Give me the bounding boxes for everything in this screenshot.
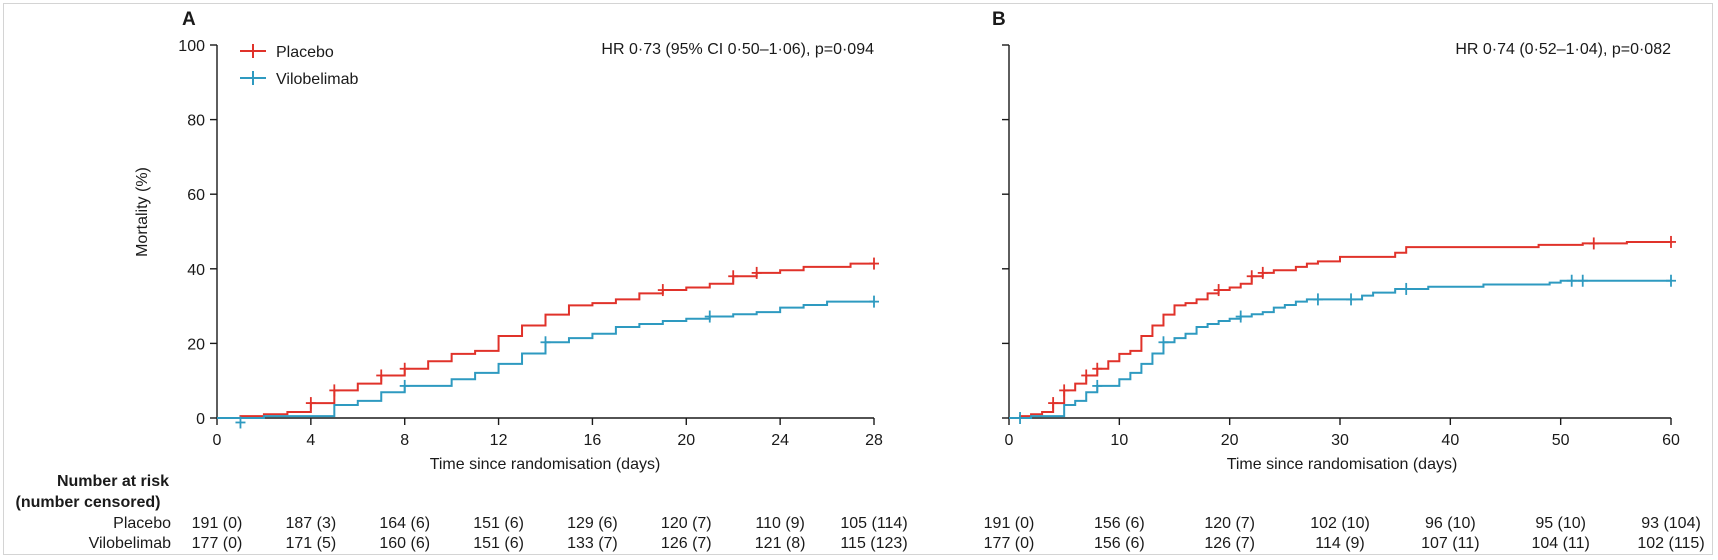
panel-b-x-tick-label: 0 (1005, 432, 1014, 449)
panel-a-letter: A (182, 9, 196, 30)
panel-a-x-tick-label: 8 (400, 432, 409, 449)
panel-b-risk-cell-vilobelimab: 114 (9) (1315, 535, 1365, 552)
panel-b-risk-cell-vilobelimab: 107 (11) (1421, 535, 1479, 552)
panel-b-x-axis-title: Time since randomisation (days) (1227, 456, 1458, 473)
panel-b-risk-cell-placebo: 102 (10) (1310, 515, 1370, 532)
panel-a-y-tick-label: 40 (187, 262, 205, 279)
panel-b-risk-cell-placebo: 120 (7) (1204, 515, 1255, 532)
legend-placebo-label: Placebo (276, 44, 334, 61)
panel-a-x-tick-label: 24 (771, 432, 789, 449)
panel-a-y-tick-label: 0 (196, 411, 205, 428)
panel-b-risk-cell-vilobelimab: 126 (7) (1204, 535, 1255, 552)
panel-b-risk-cell-vilobelimab: 156 (6) (1094, 535, 1145, 552)
panel-b-hazard-ratio: HR 0·74 (0·52–1·04), p=0·082 (1455, 41, 1671, 58)
panel-b-risk-cell-placebo: 93 (104) (1641, 515, 1701, 532)
panel-a-x-tick-label: 16 (584, 432, 602, 449)
panel-b-x-tick-label: 50 (1552, 432, 1570, 449)
panel-a-risk-cell-placebo: 191 (0) (192, 515, 243, 532)
panel-a-y-tick-label: 80 (187, 113, 205, 130)
panel-a-risk-cell-vilobelimab: 121 (8) (755, 535, 806, 552)
panel-a-plot: 0 20 40 60 80 100 0 4 8 12 16 20 24 28 191 (0) 187 (3) 1… (178, 38, 907, 552)
risk-row-label-placebo: Placebo (113, 515, 171, 532)
panel-a-hazard-ratio: HR 0·73 (95% CI 0·50–1·06), p=0·094 (601, 41, 874, 58)
panel-b-plot: 0 10 20 30 40 50 60 191 (0) 156 (6) 120 (7) 102 (1… (984, 44, 1705, 552)
panel-a-risk-cell-vilobelimab: 160 (6) (379, 535, 430, 552)
panel-b: B HR 0·74 (0·52–1·04), p=0·082 Time sinc… (992, 9, 1671, 473)
panel-a: A Mortality (%) HR 0·73 (95% CI 0·50–1·0… (134, 9, 874, 473)
risk-table-header-line1: Number at risk (57, 473, 169, 490)
panel-a-x-tick-label: 12 (490, 432, 508, 449)
panel-a-y-tick-label: 60 (187, 187, 205, 204)
panel-a-x-tick-label: 20 (677, 432, 695, 449)
panel-b-placebo-step-line (1009, 240, 1671, 419)
panel-a-x-tick-label: 28 (865, 432, 883, 449)
panel-b-risk-cell-vilobelimab: 177 (0) (984, 535, 1035, 552)
panel-b-letter: B (992, 9, 1006, 30)
panel-a-risk-cell-placebo: 120 (7) (661, 515, 712, 532)
panel-b-vilobelimab-step-line (1009, 279, 1671, 419)
panel-a-risk-cell-vilobelimab: 115 (123) (840, 535, 907, 552)
panel-b-x-tick-label: 10 (1110, 432, 1128, 449)
panel-b-risk-cell-vilobelimab: 104 (11) (1531, 535, 1589, 552)
panel-a-risk-cell-vilobelimab: 133 (7) (567, 535, 618, 552)
panel-b-x-tick-label: 20 (1221, 432, 1239, 449)
panel-b-risk-cell-placebo: 95 (10) (1535, 515, 1586, 532)
panel-a-x-tick-label: 0 (213, 432, 222, 449)
panel-a-risk-cell-placebo: 187 (3) (286, 515, 337, 532)
legend: Placebo Vilobelimab (240, 44, 359, 88)
panel-b-x-tick-label: 40 (1441, 432, 1459, 449)
panel-a-vilobelimab-step-line (217, 300, 874, 419)
panel-a-risk-cell-placebo: 151 (6) (473, 515, 524, 532)
panel-a-risk-cell-placebo: 110 (9) (755, 515, 805, 532)
legend-vilobelimab-label: Vilobelimab (276, 71, 359, 88)
panel-a-risk-cell-vilobelimab: 171 (5) (286, 535, 337, 552)
panel-b-risk-cell-placebo: 191 (0) (984, 515, 1035, 532)
panel-b-risk-cell-placebo: 96 (10) (1425, 515, 1476, 532)
panel-a-y-tick-label: 20 (187, 336, 205, 353)
panel-b-risk-cell-placebo: 156 (6) (1094, 515, 1145, 532)
risk-table-header-line2: (number censored) (16, 494, 161, 511)
panel-a-risk-cell-vilobelimab: 151 (6) (473, 535, 524, 552)
risk-row-label-vilobelimab: Vilobelimab (89, 535, 172, 552)
panel-a-risk-cell-placebo: 105 (114) (840, 515, 907, 532)
panel-a-x-tick-label: 4 (306, 432, 315, 449)
km-chart-svg: A Mortality (%) HR 0·73 (95% CI 0·50–1·0… (16, 9, 1705, 552)
panel-a-x-axis-title: Time since randomisation (days) (430, 456, 661, 473)
panel-a-y-axis-title: Mortality (%) (134, 167, 151, 257)
panel-a-risk-cell-vilobelimab: 177 (0) (192, 535, 243, 552)
km-figure: A Mortality (%) HR 0·73 (95% CI 0·50–1·0… (3, 3, 1713, 555)
panel-a-risk-cell-placebo: 129 (6) (567, 515, 618, 532)
panel-b-x-tick-label: 60 (1662, 432, 1680, 449)
panel-a-risk-cell-placebo: 164 (6) (379, 515, 430, 532)
panel-a-risk-cell-vilobelimab: 126 (7) (661, 535, 712, 552)
panel-a-y-tick-label: 100 (178, 38, 205, 55)
risk-table: Number at risk (number censored) Placebo… (16, 473, 172, 552)
panel-b-x-tick-label: 30 (1331, 432, 1349, 449)
panel-b-risk-cell-vilobelimab: 102 (115) (1637, 535, 1704, 552)
